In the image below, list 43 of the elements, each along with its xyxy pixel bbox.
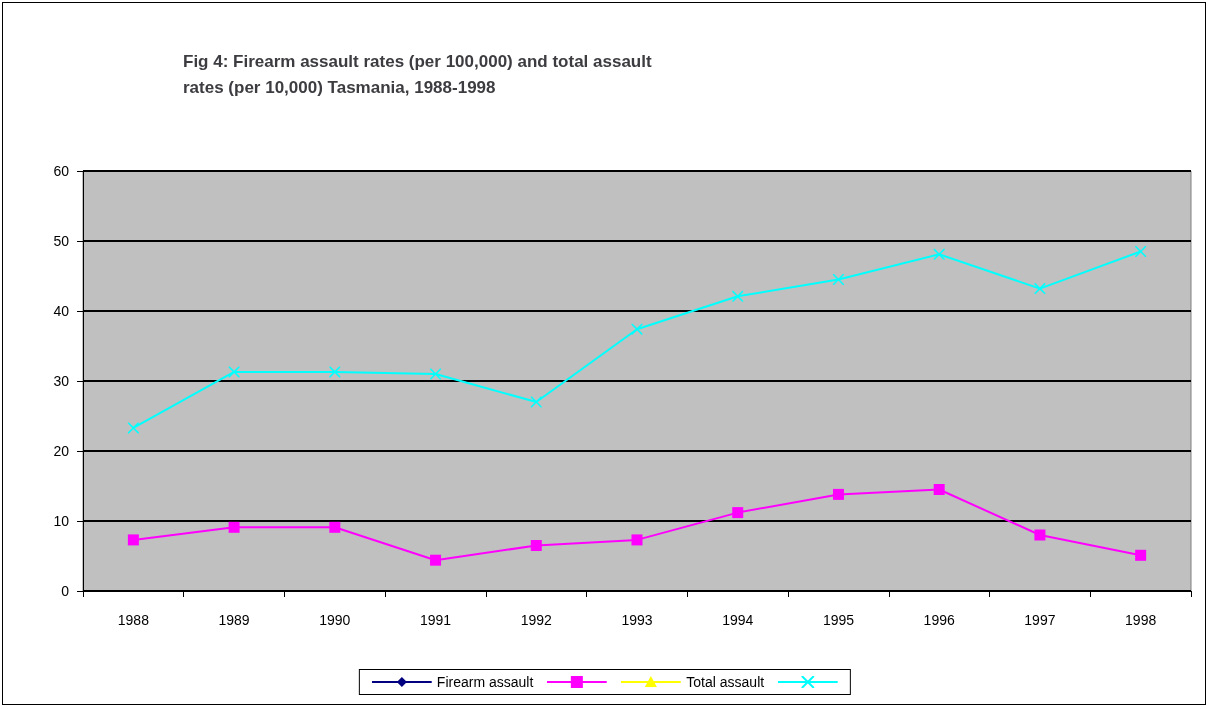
x-tick-label: 1995: [822, 612, 855, 628]
x-tick-label: 1993: [621, 612, 653, 628]
point: [1135, 549, 1147, 561]
point: [732, 290, 744, 302]
point: [832, 488, 844, 500]
y-tick-label: 60: [53, 163, 70, 179]
x-tick-label: 1991: [419, 612, 452, 628]
point: [631, 323, 643, 335]
point: [1034, 283, 1046, 295]
x-tick-label: 1994: [722, 612, 754, 628]
y-tick-label: 40: [53, 303, 70, 319]
y-tick-label: 50: [53, 233, 70, 249]
point: [732, 507, 744, 519]
point: [1135, 246, 1147, 257]
legend-label: Total assault: [686, 674, 765, 690]
point: [933, 248, 945, 260]
point: [127, 534, 139, 546]
point: [329, 366, 341, 378]
chart-title: Fig 4: Firearm assault rates (per 100,000) and total assault rates (per 10,000) Tasmania, 1988-1998: [183, 51, 657, 97]
point: [832, 274, 844, 285]
y-tick-label: 0: [61, 583, 70, 599]
y-tick-label: 30: [53, 373, 70, 389]
point: [228, 366, 240, 378]
y-tick-label: 20: [53, 443, 70, 459]
point: [530, 540, 542, 551]
x-tick-label: 1998: [1125, 612, 1157, 628]
point: [530, 396, 542, 408]
x-tick-label: 1989: [218, 612, 250, 628]
x-tick-label: 1996: [923, 612, 955, 628]
point: [127, 422, 139, 434]
x-tick-label: 1988: [117, 612, 150, 628]
point: [631, 534, 643, 546]
legend-label: Firearm assault: [436, 674, 534, 690]
point: [933, 484, 945, 495]
x-tick-label: 1992: [520, 612, 553, 628]
point: [228, 521, 240, 533]
y-tick-label: 10: [53, 513, 70, 529]
x-tick-label: 1990: [319, 612, 351, 628]
point: [430, 554, 442, 566]
point: [329, 521, 341, 533]
point: [1034, 529, 1046, 541]
x-tick-label: 1997: [1024, 612, 1056, 628]
point: [430, 368, 442, 380]
